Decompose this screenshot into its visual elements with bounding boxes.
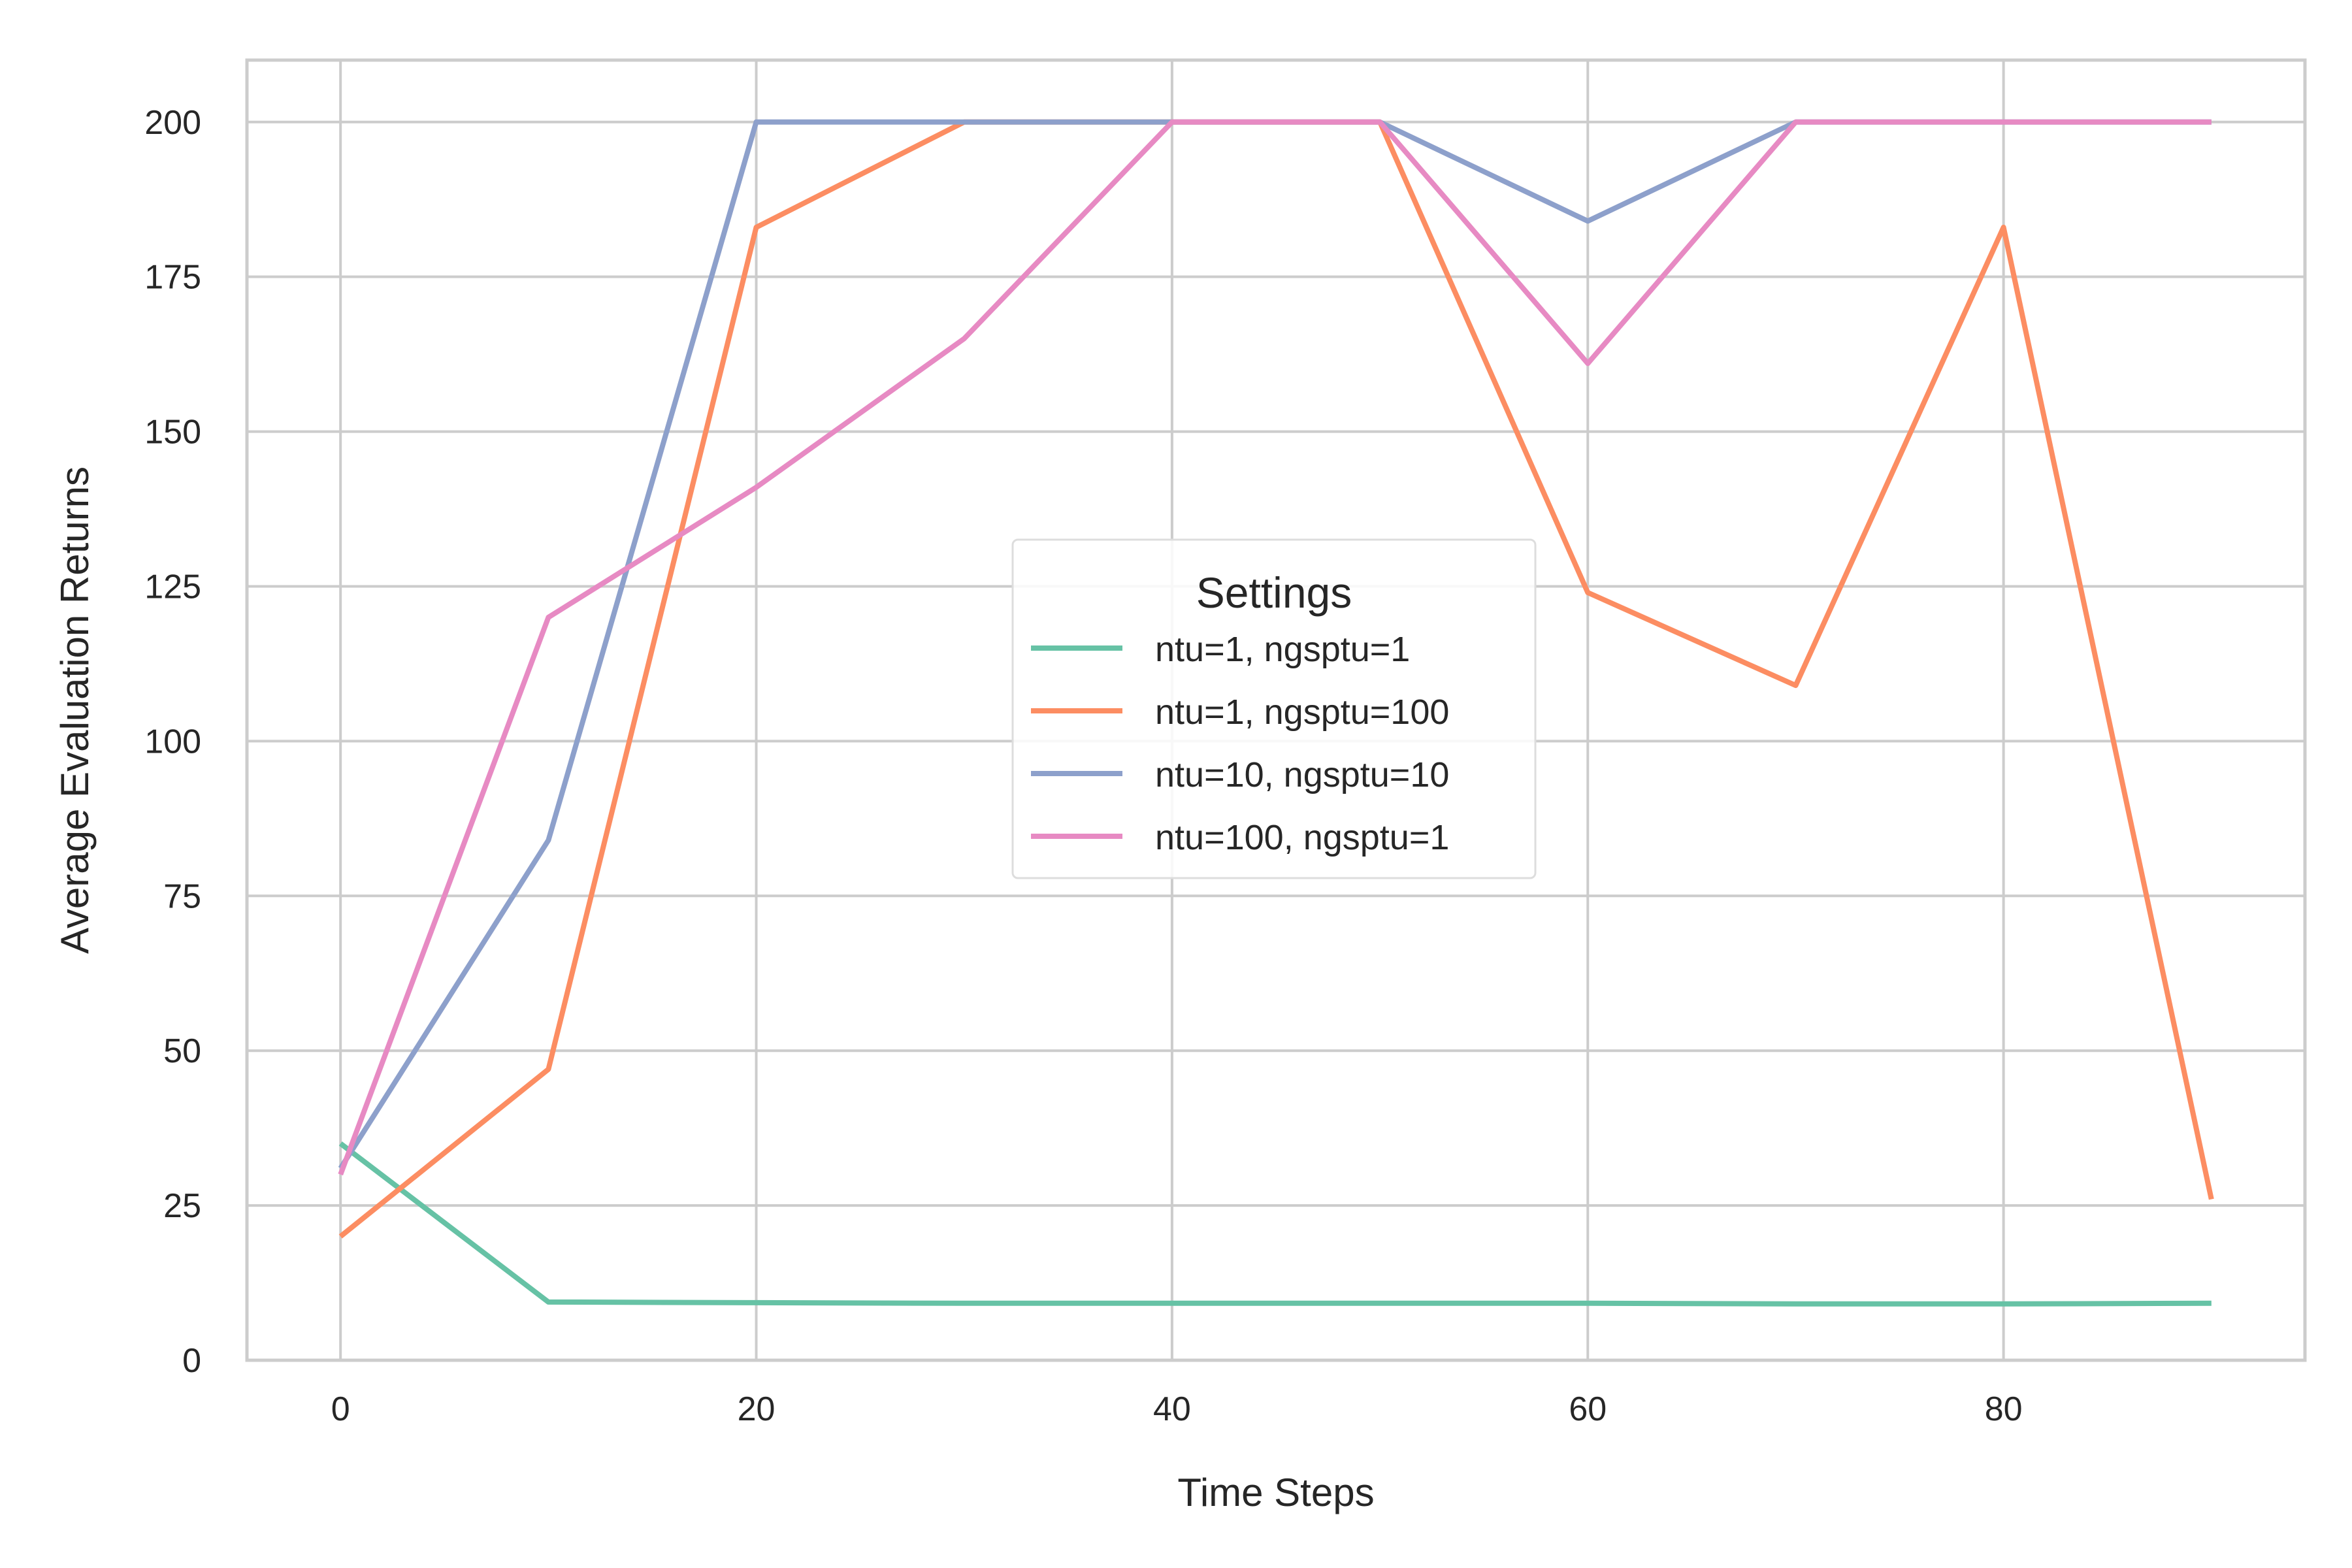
y-tick-label: 100 xyxy=(144,723,201,760)
y-tick-labels: 0 25 50 75 100 125 150 175 200 xyxy=(144,104,201,1380)
y-tick-label: 50 xyxy=(163,1032,201,1070)
legend-box xyxy=(1011,538,1537,879)
legend-label: ntu=1, ngsptu=1 xyxy=(1155,630,1410,669)
x-tick-labels: 0 20 40 60 80 xyxy=(331,1390,2023,1428)
x-axis-title: Time Steps xyxy=(1177,1471,1374,1514)
legend-title: Settings xyxy=(1196,568,1352,617)
x-tick-label: 60 xyxy=(1569,1390,1607,1428)
plot-area-frame xyxy=(245,58,2307,1362)
y-tick-label: 75 xyxy=(163,877,201,915)
y-axis-title: Average Evaluation Returns xyxy=(53,466,97,954)
x-tick-label: 80 xyxy=(1985,1390,2023,1428)
legend: Settings ntu=1, ngsptu=1 ntu=1, ngsptu=10… xyxy=(1011,538,1537,879)
x-tick-label: 0 xyxy=(331,1390,350,1428)
y-tick-label: 25 xyxy=(163,1187,201,1225)
x-tick-label: 40 xyxy=(1153,1390,1191,1428)
series-line-4 xyxy=(338,119,2212,1176)
legend-items: ntu=1, ngsptu=1 ntu=1, ngsptu=100 ntu=10, … xyxy=(1031,630,1449,857)
legend-label: ntu=10, ngsptu=10 xyxy=(1155,755,1449,794)
legend-label: ntu=1, ngsptu=100 xyxy=(1155,693,1449,732)
legend-label: ntu=100, ngsptu=1 xyxy=(1155,818,1449,857)
series-line-1 xyxy=(338,1141,2212,1307)
y-tick-label: 0 xyxy=(182,1342,201,1380)
y-tick-label: 200 xyxy=(144,104,201,142)
y-tick-label: 125 xyxy=(144,568,201,606)
series-lines xyxy=(338,119,2214,1307)
x-tick-label: 20 xyxy=(738,1390,776,1428)
y-tick-label: 150 xyxy=(144,414,201,451)
y-tick-label: 175 xyxy=(144,259,201,297)
